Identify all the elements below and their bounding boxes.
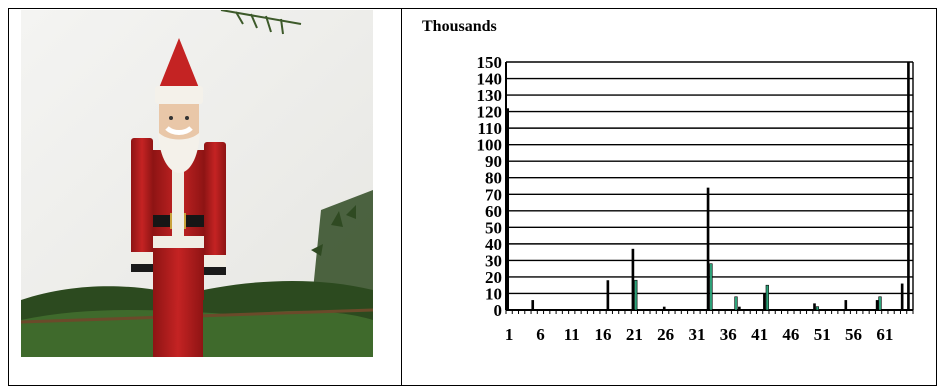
x-tick-label: 21: [626, 325, 643, 344]
bar: [763, 293, 766, 310]
y-tick-label: 0: [494, 301, 503, 320]
x-tick-label: 36: [720, 325, 737, 344]
y-tick-label: 60: [485, 202, 502, 221]
y-tick-label: 150: [477, 53, 503, 72]
bar: [738, 306, 741, 310]
y-tick-label: 120: [477, 103, 503, 122]
bar: [706, 187, 710, 310]
y-tick-label: 80: [485, 169, 502, 188]
x-tick-label: 11: [564, 325, 580, 344]
x-tick-label: 16: [595, 325, 612, 344]
x-tick-label: 56: [845, 325, 862, 344]
x-tick-label: 26: [657, 325, 674, 344]
bar: [734, 296, 738, 311]
y-tick-label: 100: [477, 136, 503, 155]
bar: [709, 263, 713, 311]
x-tick-label: 6: [536, 325, 545, 344]
x-tick-label: 1: [505, 325, 513, 344]
y-tick-label: 20: [485, 268, 502, 287]
y-tick-label: 40: [485, 235, 502, 254]
bar: [875, 300, 879, 310]
bar: [900, 283, 904, 310]
y-tick-label: 70: [485, 185, 502, 204]
bar: [531, 300, 535, 310]
y-tick-label: 110: [477, 119, 502, 138]
bar: [878, 296, 882, 311]
y-tick-label: 130: [477, 86, 503, 105]
santa-illustration: [21, 10, 373, 357]
bar-chart: Thousands 0 10 20 30 40 50 60 70 80 90 100 110 120 13…: [410, 10, 930, 370]
y-tick-label: 10: [485, 284, 502, 303]
bar: [662, 306, 666, 310]
y-tick-label: 50: [485, 218, 502, 237]
bar: [815, 306, 820, 311]
y-tick-label: 30: [485, 251, 502, 270]
bar: [765, 284, 769, 311]
bar: [634, 279, 638, 311]
x-tick-label: 51: [814, 325, 831, 344]
bar: [506, 108, 509, 310]
y-tick-label: 140: [477, 70, 503, 89]
x-tick-label: 61: [876, 325, 893, 344]
x-tick-label: 31: [688, 325, 705, 344]
x-tick-label: 41: [751, 325, 768, 344]
figure-border: [8, 8, 937, 386]
bar: [907, 62, 910, 310]
bar: [813, 303, 816, 310]
bar: [631, 248, 635, 310]
santa-photo: [21, 10, 373, 357]
y-tick-label: 90: [485, 152, 502, 171]
x-tick-label: 46: [782, 325, 799, 344]
bar: [844, 300, 848, 310]
panel-divider: [401, 8, 402, 386]
bar: [606, 280, 610, 310]
chart-title: Thousands: [422, 18, 497, 35]
